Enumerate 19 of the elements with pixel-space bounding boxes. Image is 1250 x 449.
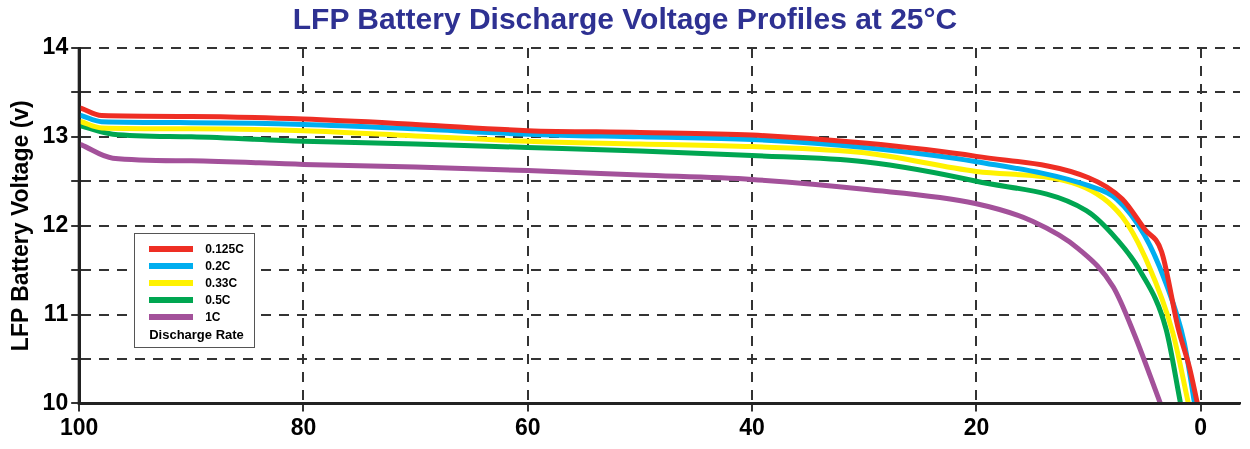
y-tick-label: 11 [43,299,69,326]
y-tick-label: 13 [42,122,69,149]
legend-label: 0.125C [205,241,244,256]
y-tick-label: 14 [42,33,69,60]
legend-label: 0.5C [205,292,231,307]
x-tick-label: 0 [1194,413,1208,440]
x-tick-label: 40 [739,413,765,440]
legend-title: Discharge Rate [149,327,244,343]
y-tick-label: 12 [42,211,69,238]
legend-label: 1C [205,309,221,324]
y-tick-label: 10 [42,388,69,415]
legend-label: 0.33C [205,275,238,290]
x-tick-label: 100 [60,413,99,440]
x-tick-label: 60 [515,413,541,440]
legend-label: 0.2C [205,258,231,273]
chart-title: LFP Battery Discharge Voltage Profiles at 25°C [292,2,958,35]
y-axis-title: LFP Battery Voltage (v) [7,100,34,352]
x-tick-label: 80 [290,413,317,440]
x-tick-label: 20 [963,413,990,440]
